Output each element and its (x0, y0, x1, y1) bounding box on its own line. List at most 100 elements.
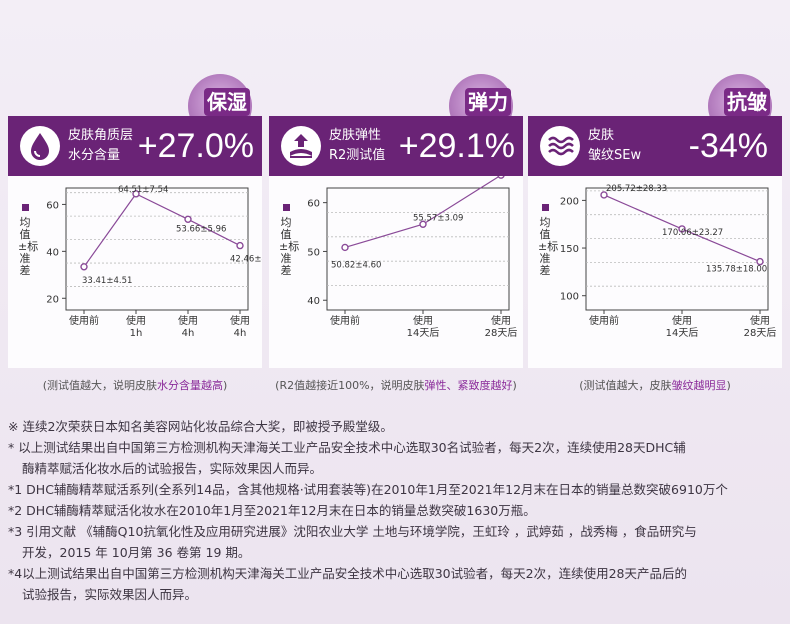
footnote-award: ※ 连续2次荣获日本知名美容网站化妆品综合大奖，即被授予殿堂级。 (8, 419, 393, 434)
moisture-value: +27.0% (137, 127, 254, 165)
elasticity-caption-text: (R2值越接近100%，说明皮肤 (275, 379, 425, 392)
moisture-metric-name-line1: 皮肤角质层 (68, 128, 134, 143)
moisture-chart-panel: 均值±标准差 20 40 60 使用前 使用 1h 使用 4h 使用 4h 33.41±4.51 64… (8, 176, 262, 368)
footnote-2: *2 DHC辅酶精萃赋活化妆水在2010年1月至2021年12月末在日本的销量总… (8, 503, 536, 518)
anti-wrinkle-metric-name-line1: 皮肤 (588, 128, 615, 143)
anti-wrinkle-chart-panel: 均值±标准差 100 150 200 使用前 使用 14天后 使用 28天后 205.72±28… (528, 176, 782, 368)
elasticity-caption-highlight: 弹性、紧致度越好 (424, 379, 513, 392)
elasticity-card: 弹力 皮肤弹性 R2测试值 +29.1% 均值±标准差 40 50 60 使用前 使用 1… (269, 74, 523, 368)
elasticity-metric-name-line2: R2测试值 (329, 148, 386, 163)
moisture-caption: (测试值越大，说明皮肤水分含量越高) (8, 377, 262, 393)
anti-wrinkle-caption-text: (测试值越大，皮肤 (579, 379, 672, 392)
data-point (341, 243, 349, 252)
footnote-test-cont: 酶精萃赋活化妆水后的试验报告，实际效果因人而异。 (22, 461, 323, 476)
data-label: 135.78±18.00 (706, 265, 767, 275)
x-tick-label: 4h (182, 328, 195, 339)
moisture-metric-name: 皮肤角质层 水分含量 (68, 126, 158, 166)
moisture-y-axis-label-text: 均值±标准差 (18, 216, 39, 277)
data-label: 50.82±4.60 (331, 260, 381, 270)
y-tick-label: 20 (46, 294, 59, 305)
plot-frame (585, 187, 769, 311)
anti-wrinkle-y-axis-label-text: 均值±标准差 (538, 216, 559, 277)
x-tick-label: 使用前 (69, 314, 99, 327)
x-tick-label: 使用 (178, 314, 198, 327)
x-tick-label: 14天后 (666, 327, 699, 339)
anti-wrinkle-header: 皮肤 皱纹SEw -34% (528, 116, 782, 176)
x-tick-label: 使用前 (330, 314, 360, 327)
y-tick-label: 60 (307, 199, 320, 210)
x-tick-label: 使用 (230, 314, 250, 327)
elasticity-badge: 弹力 (465, 88, 511, 116)
legend-square-icon (541, 204, 549, 211)
anti-wrinkle-caption-end: ) (726, 379, 731, 392)
anti-wrinkle-value: -34% (688, 127, 768, 165)
x-tick-label: 使用 (126, 314, 146, 327)
footnote-test: * 以上测试结果出自中国第三方检测机构天津海关工业产品安全技术中心选取30名试验… (8, 440, 686, 455)
plot-frame (65, 187, 249, 311)
footnote-1: *1 DHC辅酶精萃赋活系列(全系列14品，含其他规格·试用套装等)在2010年… (8, 482, 728, 497)
moisture-card: 保湿 皮肤角质层 水分含量 +27.0% 均值±标准差 20 40 60 使用前 使用 1… (8, 74, 262, 368)
data-point (497, 176, 505, 179)
x-tick-label: 14天后 (407, 327, 440, 339)
data-point (236, 241, 244, 250)
elasticity-caption: (R2值越接近100%，说明皮肤弹性、紧致度越好) (269, 377, 523, 393)
moisture-caption-text: (测试值越大，说明皮肤 (42, 379, 157, 392)
anti-wrinkle-metric-name-line2: 皱纹SEw (588, 148, 642, 163)
x-tick-label: 使用 (413, 314, 433, 327)
data-point (678, 225, 686, 233)
footnotes: ※ 连续2次荣获日本知名美容网站化妆品综合大奖，即被授予殿堂级。 * 以上测试结… (8, 416, 784, 605)
data-point (80, 263, 88, 271)
anti-wrinkle-y-axis-label: 均值±标准差 (538, 204, 558, 277)
x-tick-label: 使用 (672, 314, 692, 327)
x-tick-label: 4h (234, 328, 247, 339)
data-point (756, 257, 764, 266)
anti-wrinkle-card: 抗皱 皮肤 皱纹SEw -34% 均值±标准差 100 150 200 使用前 使用 14… (528, 74, 782, 368)
data-label: 42.46±4.94 (230, 255, 262, 265)
data-label: 33.41±4.51 (82, 276, 132, 286)
data-label: 64.51±7.54 (118, 185, 168, 195)
legend-square-icon (282, 204, 290, 211)
elasticity-metric-name-line1: 皮肤弹性 (329, 128, 382, 143)
elasticity-header: 皮肤弹性 R2测试值 +29.1% (269, 116, 523, 176)
elasticity-y-axis-label-text: 均值±标准差 (279, 216, 300, 277)
y-tick-label: 60 (46, 200, 59, 211)
moisture-metric-name-line2: 水分含量 (68, 148, 121, 163)
legend-square-icon (21, 204, 29, 211)
series-line (83, 193, 241, 268)
wrinkle-wave-icon (540, 126, 580, 166)
footnote-3: *3 引用文献 《辅酶Q10抗氧化性及应用研究进展》沈阳农业大学 土地与环境学院… (8, 524, 697, 539)
anti-wrinkle-caption: (测试值越大，皮肤皱纹越明显) (528, 377, 782, 393)
data-point (419, 220, 427, 228)
data-point (600, 191, 608, 199)
data-label: 53.66±5.96 (176, 224, 226, 234)
data-point (184, 215, 192, 223)
water-drop-icon (20, 126, 60, 166)
skin-lift-icon (281, 126, 321, 166)
y-tick-label: 200 (560, 196, 579, 207)
data-point (132, 190, 140, 198)
x-tick-label: 使用前 (589, 314, 619, 327)
moisture-caption-end: ) (223, 379, 228, 392)
anti-wrinkle-metric-name: 皮肤 皱纹SEw (588, 126, 678, 166)
footnote-4: *4以上测试结果出自中国第三方检测机构天津海关工业产品安全技术中心选取30试验者… (8, 566, 687, 581)
elasticity-chart-panel: 均值±标准差 40 50 60 使用前 使用 14天后 使用 28天后 50.82±4.60 55… (269, 176, 523, 368)
data-label: 170.06±23.27 (662, 228, 723, 238)
data-label: 205.72±28.33 (606, 184, 667, 194)
plot-frame (326, 187, 510, 311)
moisture-badge: 保湿 (204, 88, 250, 116)
y-tick-label: 50 (307, 247, 320, 258)
elasticity-value: +29.1% (398, 127, 515, 165)
elasticity-y-axis-label: 均值±标准差 (279, 204, 299, 277)
x-tick-label: 1h (130, 328, 143, 339)
x-tick-label: 28天后 (485, 327, 518, 339)
y-tick-label: 40 (307, 296, 320, 307)
y-tick-label: 100 (560, 292, 579, 303)
y-tick-label: 40 (46, 247, 59, 258)
moisture-y-axis-label: 均值±标准差 (18, 204, 38, 277)
data-label: 55.57±3.09 (413, 213, 463, 223)
anti-wrinkle-badge: 抗皱 (724, 88, 770, 116)
elasticity-metric-name: 皮肤弹性 R2测试值 (329, 126, 419, 166)
